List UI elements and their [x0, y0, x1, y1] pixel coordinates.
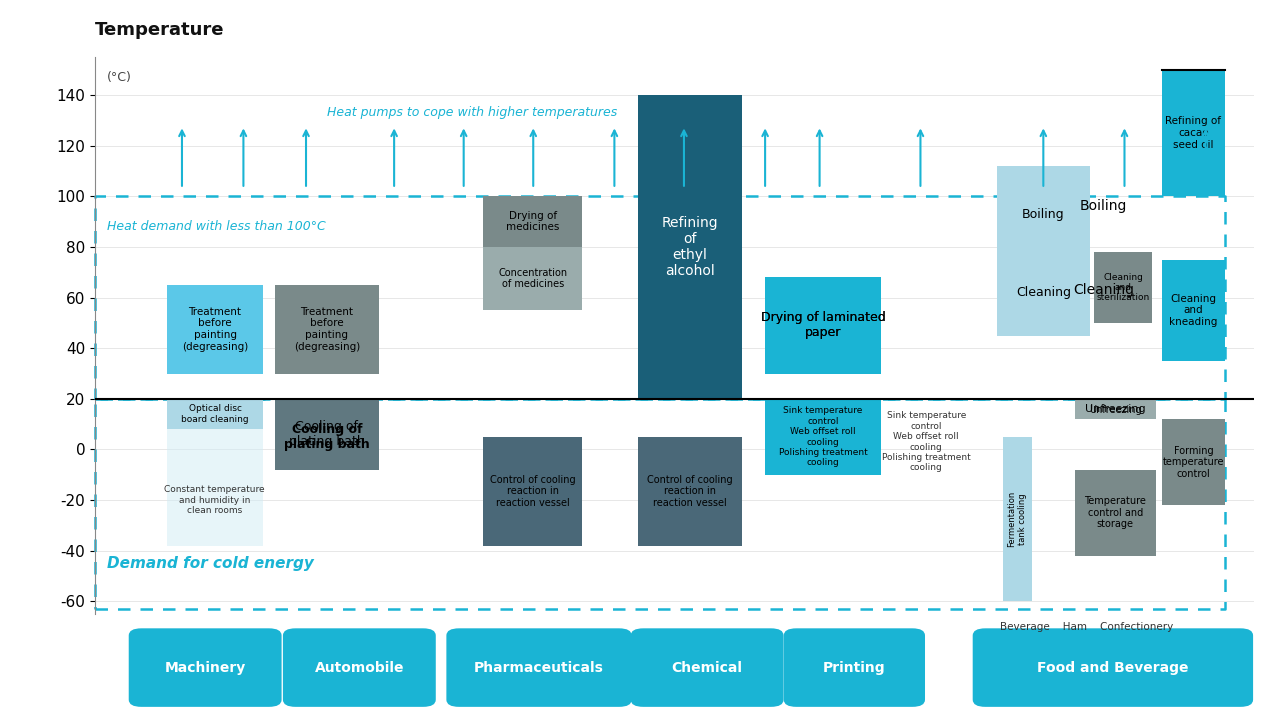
Text: Cooling of
plating bath: Cooling of plating bath — [289, 421, 365, 448]
Text: Treatment
before
painting
(degreasing): Treatment before painting (degreasing) — [182, 307, 248, 352]
Text: Chemical: Chemical — [672, 660, 742, 675]
Text: Refining of
cacao
seed oil: Refining of cacao seed oil — [1166, 116, 1221, 150]
Bar — [484, 247, 582, 311]
Bar — [167, 399, 264, 429]
Text: Refining
of
ethyl
alcohol: Refining of ethyl alcohol — [661, 216, 718, 278]
Text: Control of cooling
reaction in
reaction vessel: Control of cooling reaction in reaction … — [490, 475, 575, 508]
Text: Heat pumps to cope with higher temperatures: Heat pumps to cope with higher temperatu… — [327, 106, 617, 119]
Bar — [1002, 437, 1031, 601]
Text: Constant temperature
and humidity in
clean rooms: Constant temperature and humidity in cle… — [165, 486, 265, 515]
Bar — [997, 247, 1090, 336]
Text: Drying of laminated
paper: Drying of laminated paper — [760, 311, 886, 339]
Text: Control of cooling
reaction in
reaction vessel: Control of cooling reaction in reaction … — [647, 475, 732, 508]
Text: Temperature: Temperature — [95, 21, 224, 39]
Text: Concentration
of medicines: Concentration of medicines — [498, 268, 568, 289]
Bar — [1162, 260, 1225, 361]
Text: Forming
temperature
control: Forming temperature control — [1163, 446, 1224, 479]
Bar — [1162, 70, 1225, 196]
Text: Cooling of
plating bath: Cooling of plating bath — [284, 423, 370, 451]
Bar — [167, 285, 264, 373]
Bar — [765, 277, 881, 373]
Text: (°C): (°C) — [106, 71, 132, 84]
Text: Demand for cold energy: Demand for cold energy — [106, 556, 313, 571]
Bar — [484, 437, 582, 545]
Text: Drying of
medicines: Drying of medicines — [506, 211, 559, 233]
Text: Treatment
before
painting
(degreasing): Treatment before painting (degreasing) — [294, 307, 360, 352]
Bar — [637, 95, 742, 399]
Bar — [1074, 399, 1156, 419]
Text: Unfreezing: Unfreezing — [1088, 406, 1142, 416]
Text: Boiling: Boiling — [1022, 208, 1064, 221]
Text: Automobile: Automobile — [314, 660, 404, 675]
Text: Boiling: Boiling — [1079, 199, 1128, 213]
Bar — [637, 437, 742, 545]
Text: Beverage    Ham    Confectionery: Beverage Ham Confectionery — [1000, 622, 1173, 632]
Text: Pharmaceuticals: Pharmaceuticals — [474, 660, 604, 675]
Text: Optical disc
board cleaning: Optical disc board cleaning — [181, 404, 248, 423]
Text: Fermentation
tank cooling: Fermentation tank cooling — [1007, 491, 1028, 547]
Text: Drying of laminated
paper: Drying of laminated paper — [760, 311, 886, 339]
Bar — [1162, 419, 1225, 506]
Bar — [997, 166, 1090, 247]
Text: Unfreezing: Unfreezing — [1085, 404, 1145, 414]
Text: Cleaning
and
kneading: Cleaning and kneading — [1169, 293, 1218, 327]
Text: Sink temperature
control
Web offset roll
cooling
Polishing treatment
cooling: Sink temperature control Web offset roll… — [882, 411, 971, 473]
Text: Machinery: Machinery — [165, 660, 246, 675]
Bar — [1074, 470, 1156, 555]
Text: Cleaning
and
sterilization: Cleaning and sterilization — [1097, 273, 1150, 303]
Bar — [275, 285, 379, 373]
Text: Heat demand with less than 100°C: Heat demand with less than 100°C — [106, 220, 326, 233]
Text: Food and Beverage: Food and Beverage — [1038, 660, 1188, 675]
Bar — [765, 399, 881, 475]
Bar — [275, 399, 379, 470]
Bar — [167, 429, 264, 545]
Text: Cleaning: Cleaning — [1073, 283, 1134, 297]
Text: Temperature
control and
storage: Temperature control and storage — [1085, 496, 1147, 529]
Text: Printing: Printing — [824, 660, 886, 675]
Text: Sink temperature
control
Web offset roll
cooling
Polishing treatment
cooling: Sink temperature control Web offset roll… — [779, 406, 868, 468]
Text: Cleaning: Cleaning — [1016, 286, 1071, 299]
Bar — [484, 196, 582, 247]
Bar — [1095, 252, 1152, 323]
